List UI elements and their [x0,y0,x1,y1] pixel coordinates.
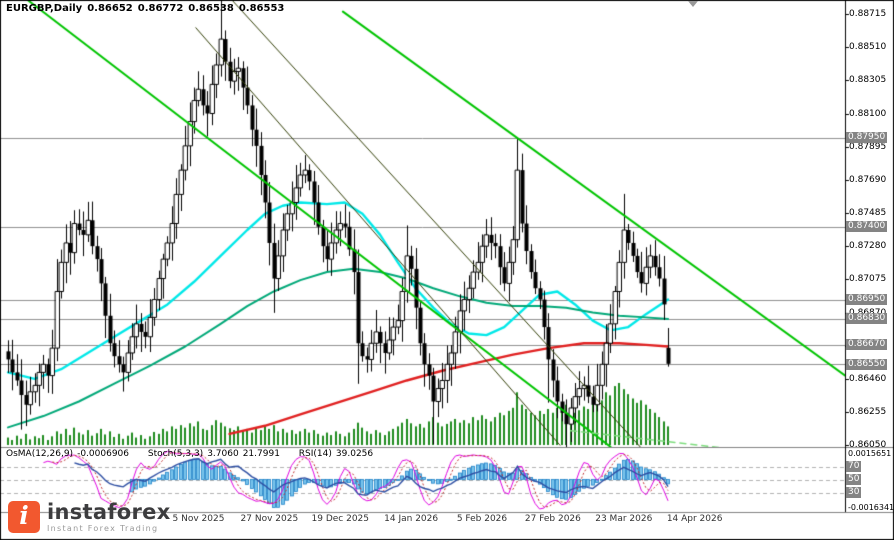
price-tick-label: 0.86870 [849,308,886,318]
price-tick-label: 0.86255 [849,407,887,418]
date-label: 27 Feb 2026 [524,514,581,524]
indicator-level-badge: 70 [846,461,862,472]
high-value: 0.86772 [137,3,184,14]
price-tick-label: 0.87280 [849,241,887,252]
rsi-value: 39.0256 [335,449,374,459]
indicator-level-badge: 50 [846,474,862,485]
price-axis: 0.88715 0.88510 0.88305 0.88100 0.87895 0.876… [846,0,894,530]
indicator-level-badge: 30 [846,487,862,498]
price-level-badge: 0.86670 [846,339,888,351]
osma-label: OsMA(12,26,9) [6,449,74,459]
date-label: 14 Jan 2026 [384,514,439,524]
date-label: 14 Apr 2026 [666,514,723,524]
close-value: 0.86553 [238,3,285,14]
symbol-timeframe-label: EURGBP,Daily [6,3,83,14]
instaforex-logo-icon: i [8,501,40,533]
price-tick-label: 0.86460 [849,373,887,384]
date-axis: 5 Nov 2025 27 Nov 2025 19 Dec 2025 14 Jan 2… [0,514,845,528]
price-level-badge: 0.87950 [846,132,888,144]
price-tick-label: 0.87075 [849,274,887,285]
logo-glyph: i [19,501,29,530]
chart-header: EURGBP,Daily 0.86652 0.86772 0.86538 0.86553 [6,3,289,14]
rsi-label: RSI(14) [298,449,332,459]
stoch-main-value: 3.7060 [207,449,239,459]
price-tick-label: 0.88510 [849,42,887,53]
date-label: 5 Nov 2025 [172,514,225,524]
price-tick-label: 0.86050 [849,440,887,451]
price-tick-label: 0.87690 [849,174,887,185]
date-label: 23 Mar 2026 [595,514,653,524]
price-level-badge: 0.87400 [846,221,888,233]
instaforex-logo: i instaforex Instant Forex Trading [8,501,171,533]
price-tick-label: 0.87895 [849,141,887,152]
logo-tagline: Instant Forex Trading [47,524,159,533]
logo-brand: instaforex [47,500,171,524]
chart-shift-marker[interactable] [688,1,698,7]
stoch-label: Stoch(5,3,3) [147,449,204,459]
indicator-header: OsMA(12,26,9) -0.0006906 Stoch(5,3,3) 3.70… [6,449,389,459]
price-level-badge: 0.86550 [846,358,888,370]
price-level-badge: 0.86950 [846,294,888,306]
price-level-badge: 0.86830 [846,313,888,325]
date-label: 5 Feb 2026 [456,514,508,524]
indicator-scale-bottom: -0.0016341 [848,503,894,512]
logo-text: instaforex Instant Forex Trading [47,501,171,533]
open-value: 0.86652 [87,3,133,14]
stoch-signal-value: 21.7991 [242,449,280,459]
price-tick-label: 0.88715 [849,9,887,19]
price-tick-label: 0.88305 [849,75,887,86]
low-value: 0.86538 [188,3,234,14]
price-tick-label: 0.87485 [849,208,887,219]
price-tick-label: 0.88100 [849,108,887,119]
osma-value: -0.0006906 [77,449,129,459]
indicator-scale-top: 0.0015651 [848,449,892,458]
date-label: 27 Nov 2025 [240,514,299,524]
date-label: 19 Dec 2025 [311,514,370,524]
